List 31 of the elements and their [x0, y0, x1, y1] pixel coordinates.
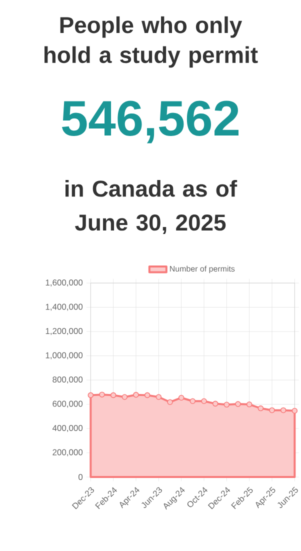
- y-tick-label: 200,000: [52, 449, 83, 456]
- point: [167, 399, 173, 405]
- point: [235, 401, 241, 407]
- point: [224, 402, 230, 408]
- chart-subtitle: 546,562: [62, 100, 238, 144]
- y-tick-label: 1,600,000: [46, 280, 83, 287]
- point: [190, 398, 196, 404]
- y-tick-label: 1,200,000: [46, 328, 83, 336]
- chart-title: People who only hold a study permit: [44, 16, 258, 68]
- text: in Canada as of June 30, 2025: [66, 180, 238, 234]
- y-tick-label: 800,000: [52, 376, 83, 384]
- point: [258, 405, 264, 412]
- y-tick-label: 600,000: [52, 400, 83, 408]
- point: [178, 394, 184, 401]
- point: [201, 398, 207, 404]
- point: [133, 392, 139, 398]
- point: [122, 394, 128, 400]
- point: [292, 408, 298, 414]
- point: [280, 407, 286, 414]
- point: [88, 392, 94, 398]
- point: [156, 394, 162, 400]
- point: [99, 392, 105, 398]
- point: [110, 392, 116, 398]
- y-tick-label: 1,000,000: [46, 352, 83, 360]
- point: [212, 400, 218, 407]
- y-tick-label: 0: [78, 474, 83, 480]
- point: [246, 402, 252, 408]
- point: [144, 392, 150, 398]
- y-tick-label: 400,000: [52, 425, 83, 432]
- point: [269, 407, 275, 414]
- y-tick-label: 1,400,000: [46, 304, 83, 311]
